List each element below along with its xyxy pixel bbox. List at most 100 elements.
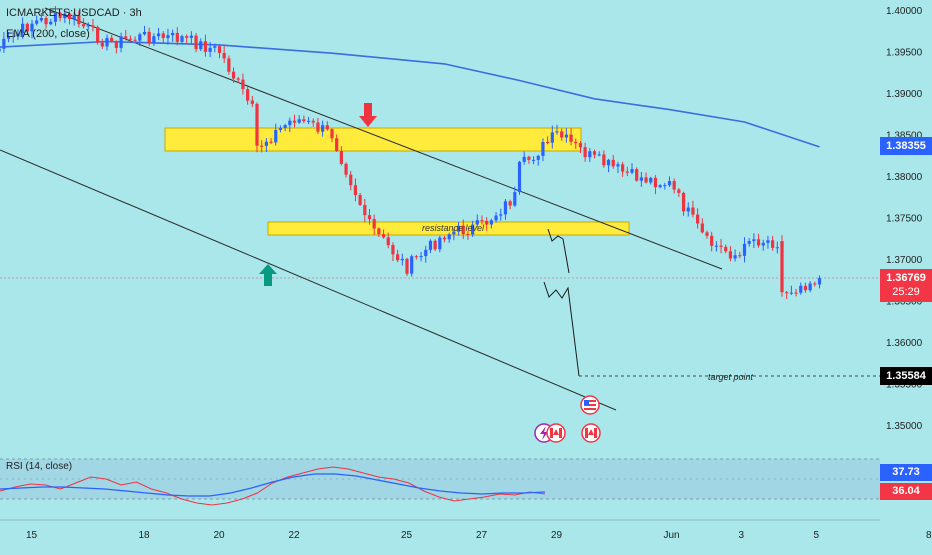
- rsi-indicator-label[interactable]: RSI (14, close): [6, 461, 73, 472]
- price-tick-label: 1.38000: [886, 172, 923, 183]
- candle-body: [53, 12, 58, 22]
- time-axis: 15182022252729Jun35810121517: [26, 530, 932, 541]
- candle-body: [269, 141, 273, 143]
- candle-body: [77, 15, 81, 25]
- candle-body: [405, 258, 409, 274]
- candle-body: [705, 232, 709, 236]
- candle-body: [105, 37, 109, 47]
- candle-body: [11, 36, 15, 38]
- candle-body: [185, 36, 189, 38]
- candle-body: [433, 240, 437, 250]
- candle-body: [128, 38, 133, 40]
- candle-body: [447, 234, 451, 240]
- price-tick-label: 1.39000: [886, 89, 923, 100]
- candle-body: [372, 219, 376, 229]
- candle-body: [344, 163, 348, 175]
- candle-body: [21, 23, 25, 34]
- candle-body: [466, 234, 470, 236]
- candle-body: [353, 185, 358, 196]
- candle-body: [555, 131, 559, 133]
- candle-body: [808, 283, 812, 291]
- candle-body: [231, 71, 236, 79]
- candle-body: [161, 33, 165, 39]
- candle-body: [728, 251, 733, 259]
- candle-body: [189, 35, 193, 38]
- upper-resistance-zone: [164, 127, 582, 152]
- us-flag-event-icon[interactable]: [580, 395, 600, 415]
- candle-body: [180, 36, 184, 42]
- candle-body: [560, 131, 564, 138]
- candle-body: [96, 26, 100, 43]
- candle-body: [166, 35, 170, 39]
- candle-body: [246, 89, 250, 101]
- candle-body: [264, 141, 268, 146]
- candle-body: [274, 129, 278, 143]
- candle-body: [363, 204, 367, 216]
- price-tick-label: 1.36500: [886, 297, 923, 308]
- candle-body: [428, 240, 433, 250]
- candle-body: [442, 237, 447, 240]
- candle-body: [611, 159, 615, 167]
- candle-body: [278, 127, 283, 130]
- price-tick-label: 1.37500: [886, 214, 923, 225]
- candle-body: [658, 185, 662, 188]
- price-tick-label: 1.36000: [886, 338, 923, 349]
- candle-body: [110, 37, 114, 42]
- candle-body: [606, 159, 611, 166]
- candle-body: [803, 285, 808, 291]
- candle-body: [691, 207, 695, 215]
- candle-body: [175, 32, 179, 42]
- candle-body: [508, 201, 512, 206]
- channel-upper-line: [44, 7, 723, 270]
- ca-flag-event-icon-2[interactable]: [581, 423, 601, 443]
- time-tick-label: 8: [926, 530, 932, 541]
- candle-body: [25, 23, 29, 32]
- candle-body: [813, 283, 817, 285]
- candle-body: [124, 36, 128, 39]
- time-tick-label: 22: [289, 530, 301, 541]
- candle-body: [681, 192, 686, 212]
- candle-body: [588, 151, 592, 158]
- candle-body: [494, 215, 498, 221]
- candle-body: [489, 220, 493, 225]
- candle-body: [799, 285, 803, 293]
- rsi-value-tag: 37.73: [880, 464, 932, 481]
- candle-body: [414, 256, 418, 258]
- candle-body: [152, 36, 156, 44]
- last-price-tag: 1.36769 25:29: [880, 269, 932, 302]
- candle-body: [377, 228, 381, 235]
- candle-body: [531, 159, 536, 161]
- candle-body: [330, 129, 334, 139]
- candle-body: [621, 164, 625, 172]
- candle-body: [260, 145, 264, 147]
- candle-body: [775, 247, 779, 249]
- ema-indicator-label[interactable]: EMA (200, close): [6, 28, 90, 40]
- last-price-value: 1.36769: [886, 272, 926, 284]
- candle-body: [710, 235, 714, 246]
- countdown-timer: 25:29: [892, 286, 920, 298]
- candle-body: [339, 150, 343, 164]
- candle-body: [241, 79, 245, 90]
- candle-body: [255, 111, 259, 146]
- time-tick-label: 25: [401, 530, 413, 541]
- candle-body: [203, 41, 208, 52]
- candle-body: [222, 52, 226, 59]
- candle-body: [114, 41, 118, 48]
- candle-body: [44, 17, 48, 25]
- candle-body: [578, 143, 583, 148]
- candle-body: [391, 245, 395, 255]
- time-tick-label: 3: [739, 530, 745, 541]
- candle-body: [742, 253, 747, 256]
- candle-body: [381, 234, 386, 238]
- candle-body: [194, 35, 198, 50]
- candle-body: [142, 31, 147, 35]
- time-tick-label: 18: [139, 530, 151, 541]
- candle-body: [747, 241, 751, 244]
- candle-body: [724, 246, 728, 252]
- ca-flag-event-icon[interactable]: [546, 423, 566, 443]
- projection-path-upper: [547, 228, 570, 274]
- symbol-title[interactable]: ICMARKETS:USDCAD · 3h: [6, 7, 142, 19]
- candle-body: [653, 177, 658, 188]
- candle-body: [583, 147, 587, 158]
